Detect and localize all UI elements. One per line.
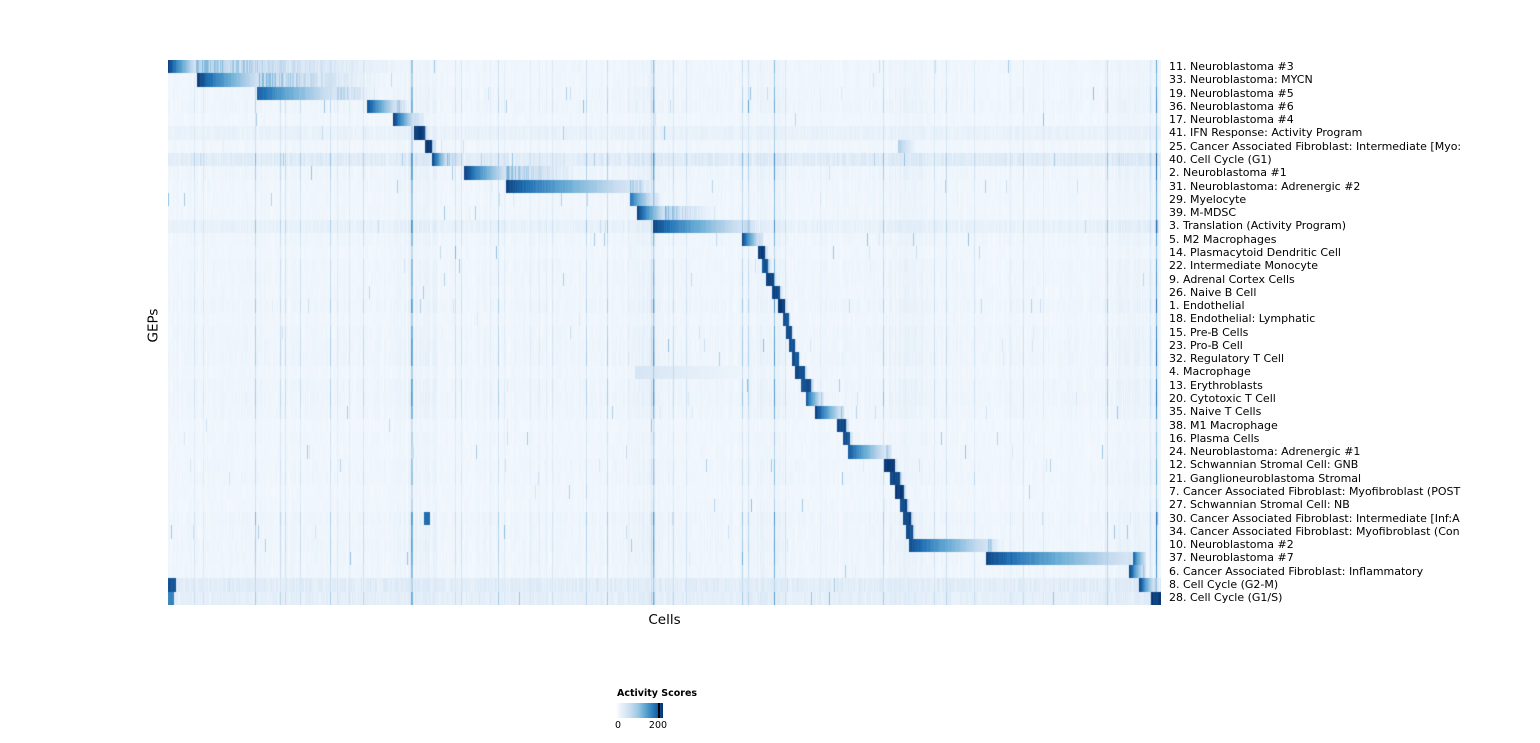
- row-label: 22. Intermediate Monocyte: [1169, 259, 1319, 273]
- row-label: 40. Cell Cycle (G1): [1169, 152, 1272, 166]
- legend-tick-200: [657, 703, 660, 718]
- legend: Activity Scores 0 200: [615, 688, 757, 732]
- row-label: 18. Endothelial: Lymphatic: [1169, 312, 1316, 326]
- row-label: 27. Schwannian Stromal Cell: NB: [1169, 498, 1350, 512]
- row-label: 4. Macrophage: [1169, 365, 1251, 379]
- row-label: 26. Naive B Cell: [1169, 285, 1257, 299]
- heatmap-canvas: [168, 60, 1161, 605]
- row-label: 11. Neuroblastoma #3: [1169, 60, 1294, 73]
- row-label: 35. Naive T Cells: [1169, 405, 1262, 419]
- row-label: 15. Pre-B Cells: [1169, 325, 1249, 339]
- row-label: 41. IFN Response: Activity Program: [1169, 126, 1363, 140]
- x-axis-label: Cells: [648, 612, 681, 628]
- row-label: 6. Cancer Associated Fibroblast: Inflamm…: [1169, 564, 1424, 578]
- legend-title: Activity Scores: [617, 688, 698, 699]
- legend-tick-label-0: 0: [615, 720, 622, 731]
- row-label: 2. Neuroblastoma #1: [1169, 166, 1287, 180]
- row-label: 5. M2 Macrophages: [1169, 232, 1277, 246]
- row-label: 12. Schwannian Stromal Cell: GNB: [1169, 458, 1359, 472]
- row-label: 9. Adrenal Cortex Cells: [1169, 272, 1295, 286]
- row-label: 24. Neuroblastoma: Adrenergic #1: [1169, 445, 1361, 459]
- legend-tick-labels: 0 200: [615, 720, 667, 732]
- row-label: 3. Translation (Activity Program): [1169, 219, 1347, 233]
- row-label: 33. Neuroblastoma: MYCN: [1169, 73, 1313, 87]
- row-label: 8. Cell Cycle (G2-M): [1169, 577, 1279, 591]
- row-label: 19. Neuroblastoma #5: [1169, 86, 1294, 100]
- row-label: 17. Neuroblastoma #4: [1169, 113, 1294, 127]
- row-label: 14. Plasmacytoid Dendritic Cell: [1169, 245, 1341, 259]
- row-label: 32. Regulatory T Cell: [1169, 352, 1285, 366]
- row-label: 38. M1 Macrophage: [1169, 418, 1278, 432]
- legend-tick-label-200: 200: [648, 720, 668, 731]
- row-label: 36. Neuroblastoma #6: [1169, 99, 1294, 113]
- y-axis-label: GEPs: [145, 308, 162, 343]
- row-label: 20. Cytotoxic T Cell: [1169, 392, 1276, 406]
- row-label: 21. Ganglioneuroblastoma Stromal: [1169, 471, 1362, 485]
- legend-colorbar: [617, 703, 663, 718]
- row-label: 34. Cancer Associated Fibroblast: Myofib…: [1169, 524, 1460, 538]
- row-label: 39. M-MDSC: [1169, 206, 1237, 220]
- row-label: 31. Neuroblastoma: Adrenergic #2: [1169, 179, 1361, 193]
- row-label: 7. Cancer Associated Fibroblast: Myofibr…: [1169, 485, 1461, 498]
- row-label: 16. Plasma Cells: [1169, 431, 1260, 445]
- row-label: 29. Myelocyte: [1169, 192, 1247, 206]
- row-label: 28. Cell Cycle (G1/S): [1169, 591, 1283, 605]
- row-label: 30. Cancer Associated Fibroblast: Interm…: [1169, 511, 1460, 525]
- row-label: 13. Erythroblasts: [1169, 378, 1263, 392]
- row-label: 23. Pro-B Cell: [1169, 338, 1243, 352]
- row-label: 25. Cancer Associated Fibroblast: Interm…: [1169, 139, 1462, 153]
- row-labels: 11. Neuroblastoma #3 33. Neuroblastoma: M…: [1169, 60, 1461, 605]
- row-label: 37. Neuroblastoma #7: [1169, 551, 1294, 565]
- row-label: 1. Endothelial: [1169, 299, 1245, 313]
- row-label: 10. Neuroblastoma #2: [1169, 538, 1294, 552]
